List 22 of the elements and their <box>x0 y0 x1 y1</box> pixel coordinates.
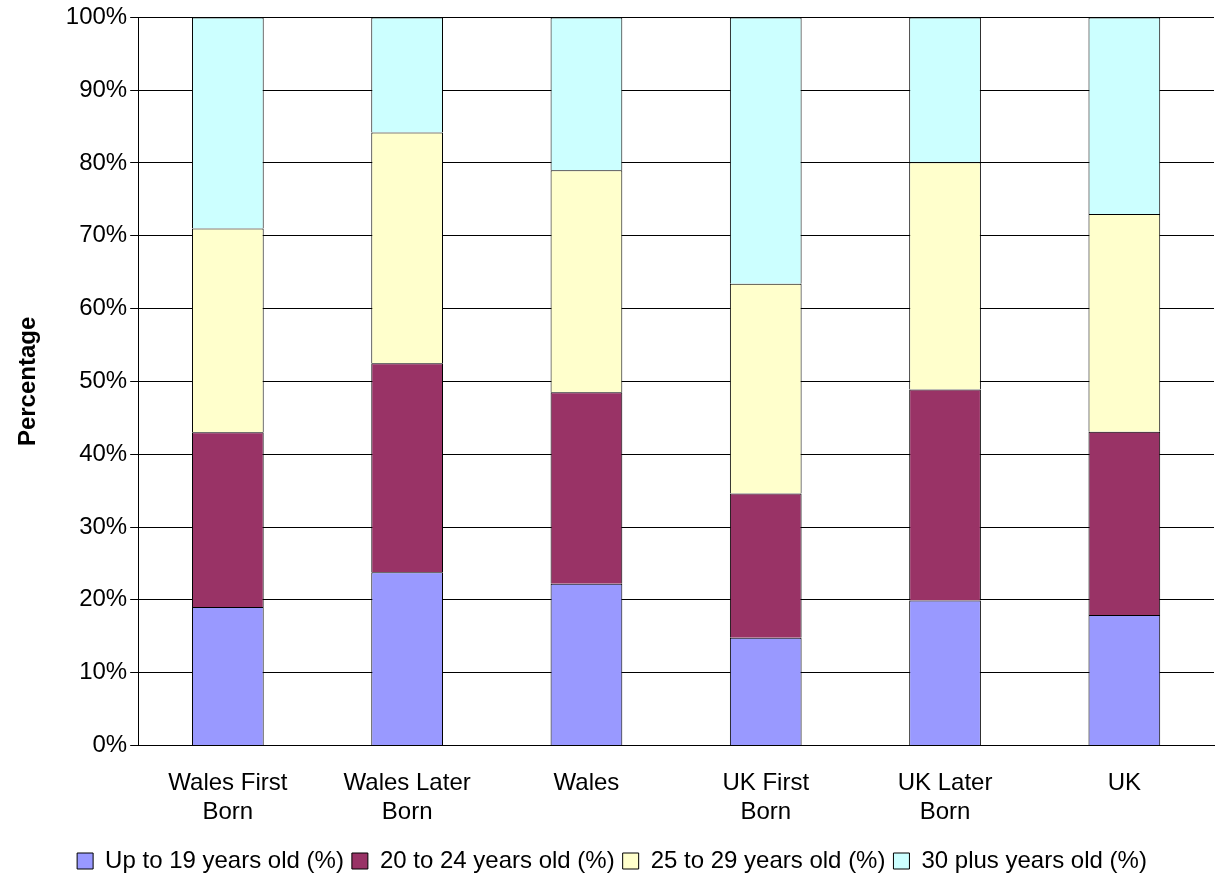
legend-label: Up to 19 years old (%) <box>105 845 344 873</box>
x-tick-label: Wales First Born <box>168 768 288 825</box>
y-tick-label: 100% <box>65 2 128 30</box>
y-tick-label: 20% <box>79 584 128 612</box>
y-tick-label: 40% <box>79 438 128 466</box>
y-axis-title: Percentage <box>13 316 41 447</box>
x-tick-label: UK Later Born <box>897 768 993 825</box>
legend-label: 25 to 29 years old (%) <box>650 845 886 873</box>
y-tick-label: 50% <box>79 366 128 394</box>
y-tick-label: 90% <box>79 74 128 102</box>
legend-label: 20 to 24 years old (%) <box>379 845 615 873</box>
y-tick-label: 60% <box>79 293 128 321</box>
x-tick-label: Wales <box>553 768 620 796</box>
x-tick-label: Wales Later Born <box>343 768 471 825</box>
x-tick-label: UK <box>1107 768 1142 796</box>
legend-label: 30 plus years old (%) <box>921 845 1147 873</box>
y-tick-label: 80% <box>79 147 128 175</box>
x-tick-label: UK First Born <box>722 768 810 825</box>
y-tick-label: 10% <box>79 657 128 685</box>
y-tick-label: 30% <box>79 511 128 539</box>
y-tick-label: 0% <box>92 730 128 758</box>
y-tick-label: 70% <box>79 220 128 248</box>
